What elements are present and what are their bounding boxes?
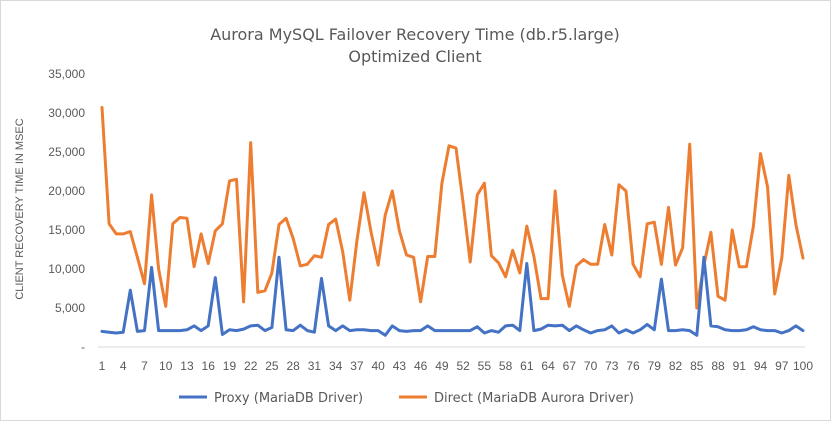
series-lines	[100, 106, 805, 337]
x-tick-label: 7	[141, 359, 148, 373]
x-tick-label: 49	[435, 359, 449, 373]
x-tick-label: 67	[563, 359, 577, 373]
x-tick-label: 25	[265, 359, 279, 373]
x-tick-label: 55	[478, 359, 492, 373]
x-tick-label: 22	[244, 359, 258, 373]
x-tick-label: 70	[584, 359, 598, 373]
series-line-direct	[100, 106, 805, 310]
y-tick-label: -	[81, 340, 85, 354]
x-tick-label: 31	[308, 359, 322, 373]
y-axis-label: CLIENT RECOVERY TIME IN MSEC	[14, 118, 26, 299]
x-tick-label: 4	[120, 359, 127, 373]
x-tick-label: 46	[414, 359, 428, 373]
x-tick-label: 34	[329, 359, 343, 373]
x-tick-label: 82	[669, 359, 683, 373]
y-tick-labels: - 5,000 10,000 15,000 20,000 25,000 30,000 35,0…	[48, 67, 85, 354]
y-tick-label: 10,000	[48, 262, 85, 276]
x-tick-label: 76	[626, 359, 640, 373]
x-tick-label: 1	[99, 359, 106, 373]
x-tick-label: 64	[541, 359, 555, 373]
x-tick-label: 58	[499, 359, 513, 373]
chart-title: Aurora MySQL Failover Recovery Time (db.…	[210, 25, 620, 44]
y-tick-label: 5,000	[55, 301, 85, 315]
legend-label-proxy: Proxy (MariaDB Driver)	[214, 391, 363, 406]
y-tick-label: 35,000	[48, 67, 85, 81]
x-tick-label: 73	[605, 359, 619, 373]
x-tick-label: 97	[775, 359, 789, 373]
y-tick-label: 15,000	[48, 223, 85, 237]
x-tick-label: 10	[159, 359, 173, 373]
y-tick-label: 30,000	[48, 106, 85, 120]
x-tick-label: 19	[223, 359, 237, 373]
y-tick-label: 20,000	[48, 184, 85, 198]
x-tick-label: 52	[456, 359, 470, 373]
x-tick-label: 85	[690, 359, 704, 373]
series-line-proxy	[100, 255, 805, 337]
x-tick-label: 37	[350, 359, 364, 373]
x-tick-label: 28	[287, 359, 301, 373]
x-tick-label: 100	[793, 359, 813, 373]
chart-subtitle: Optimized Client	[348, 47, 481, 66]
x-tick-label: 16	[202, 359, 216, 373]
x-tick-labels: 1 4 7 10 13 16 19 22 25 28 31 34 37 40 43 46 49 52 55 58 61 6…	[99, 359, 814, 373]
legend: Proxy (MariaDB Driver) Direct (MariaDB A…	[179, 391, 634, 406]
x-tick-label: 88	[711, 359, 725, 373]
x-tick-label: 91	[733, 359, 747, 373]
x-tick-label: 13	[180, 359, 194, 373]
x-tick-label: 43	[393, 359, 407, 373]
x-tick-label: 61	[520, 359, 534, 373]
y-tick-label: 25,000	[48, 145, 85, 159]
x-tick-label: 40	[371, 359, 385, 373]
legend-label-direct: Direct (MariaDB Aurora Driver)	[434, 391, 634, 406]
x-tick-label: 79	[648, 359, 662, 373]
x-tick-label: 94	[754, 359, 768, 373]
